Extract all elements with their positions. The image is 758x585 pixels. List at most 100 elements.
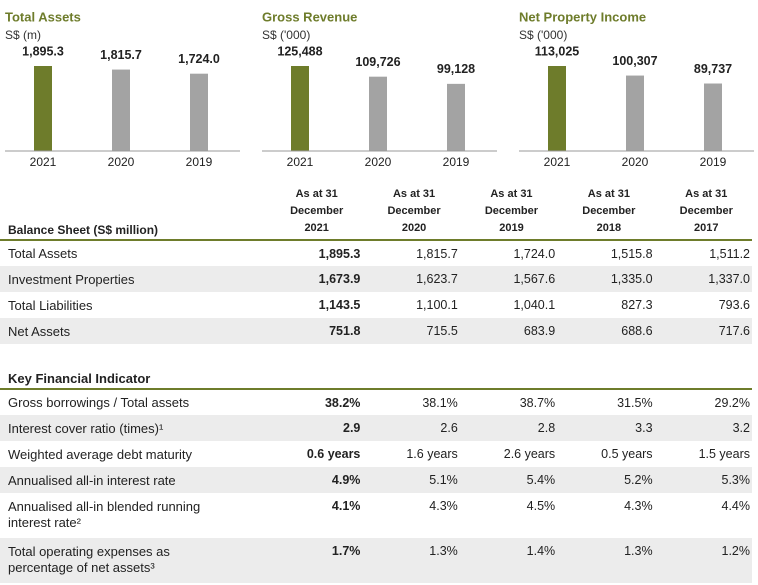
x-tick-label: 2021 — [30, 155, 57, 169]
header-row: Balance Sheet (S$ million) As at 31 Decem… — [0, 186, 752, 241]
bar — [704, 83, 722, 151]
chart-subtitle: S$ ('000) — [262, 28, 310, 42]
cell-value: 688.6 — [557, 318, 655, 344]
spacer — [0, 344, 752, 364]
column-header: As at 31 December 2017 — [654, 186, 752, 241]
table-row: Net Assets 751.8 715.5 683.9 688.6 717.6 — [0, 318, 752, 344]
bar — [626, 75, 644, 151]
cell-value: 751.8 — [265, 318, 363, 344]
x-tick-label: 2019 — [700, 155, 727, 169]
cell-value: 4.3% — [624, 499, 653, 513]
cell-value: 1,623.7 — [362, 266, 460, 292]
cell-value: 2.8 — [459, 415, 558, 441]
cell-value: 0.5 years — [601, 447, 653, 461]
column-header: As at 31 December 2021 — [265, 186, 363, 241]
cell-value: 1,143.5 — [318, 298, 361, 312]
cell-value: 2.9 — [265, 415, 363, 441]
value-label: 1,815.7 — [100, 48, 142, 62]
cell-value: 1,100.1 — [416, 298, 458, 312]
spacer-cell — [0, 344, 752, 364]
table-row: Total operating expenses as percentage o… — [0, 538, 752, 583]
row-label: Annualised all-in blended running intere… — [8, 499, 201, 530]
x-tick-label: 2019 — [186, 155, 213, 169]
chart-subtitle: S$ ('000) — [519, 28, 567, 42]
row-label: Total operating expenses as percentage o… — [0, 538, 265, 583]
row-label: Weighted average debt maturity — [8, 446, 193, 462]
column-header-text: As at 31 December 2017 — [679, 188, 733, 234]
bar — [369, 76, 387, 151]
cell-value: 1.4% — [459, 538, 558, 583]
x-tick-label: 2021 — [544, 155, 571, 169]
table-row: Annualised all-in interest rate 4.9% 5.1% 5… — [0, 467, 752, 493]
row-label: Interest cover ratio (times)¹ — [0, 415, 265, 441]
cell-value: 5.4% — [459, 467, 558, 493]
financial-table: Balance Sheet (S$ million) As at 31 Decem… — [0, 186, 752, 583]
bar — [447, 83, 465, 151]
section-title: Balance Sheet (S$ million) — [0, 186, 265, 241]
x-tick-label: 2020 — [365, 155, 392, 169]
cell-value: 1.5 years — [698, 447, 750, 461]
cell-value: 1,895.3 — [318, 246, 361, 261]
cell-value: 29.2% — [714, 395, 750, 410]
value-label: 1,724.0 — [178, 52, 220, 66]
cell-value: 1,040.1 — [513, 298, 556, 312]
value-label: 100,307 — [612, 54, 657, 68]
column-header: As at 31 December 2019 — [459, 186, 558, 241]
table-row: Investment Properties 1,673.9 1,623.7 1,567… — [0, 266, 752, 292]
cell-value: 1,724.0 — [513, 246, 556, 261]
cell-value: 4.5% — [526, 499, 556, 513]
row-label: Gross borrowings / Total assets — [8, 395, 190, 410]
row-label: Net Assets — [0, 318, 265, 344]
cell-value: 1,567.6 — [459, 266, 558, 292]
cell-value: 717.6 — [654, 318, 752, 344]
cell-value: 683.9 — [459, 318, 558, 344]
cell-value: 1,515.8 — [610, 246, 653, 261]
cell-value: 1,337.0 — [654, 266, 752, 292]
cell-value: 2.6 — [362, 415, 460, 441]
cell-value: 1.6 years — [406, 447, 458, 461]
row-label: Total Liabilities — [8, 297, 93, 313]
row-label: Total Assets — [8, 246, 78, 261]
cell-value: 31.5% — [617, 395, 653, 410]
cell-value: 1,511.2 — [709, 246, 750, 261]
column-header: As at 31 December 2018 — [557, 186, 655, 241]
cell-value: 5.3% — [654, 467, 752, 493]
table-row: Weighted average debt maturity 0.6 years 1… — [0, 441, 752, 467]
bar — [34, 66, 52, 151]
column-header-text: As at 31 December 2020 — [387, 188, 441, 234]
cell-value: 5.1% — [362, 467, 460, 493]
bar — [190, 73, 208, 151]
value-label: 89,737 — [694, 62, 732, 76]
cell-value: 4.9% — [265, 467, 363, 493]
cell-value: 3.2 — [654, 415, 752, 441]
cell-value: 1,815.7 — [416, 246, 458, 261]
x-tick-label: 2020 — [622, 155, 649, 169]
chart-title: Net Property Income — [519, 9, 646, 24]
cell-value: 3.3 — [557, 415, 655, 441]
section-row: Key Financial Indicator — [0, 364, 752, 390]
section-title: Key Financial Indicator — [0, 364, 752, 390]
cell-value: 38.1% — [422, 395, 458, 410]
cell-value: 1,673.9 — [265, 266, 363, 292]
cell-value: 1.2% — [654, 538, 752, 583]
cell-value: 4.3% — [429, 499, 458, 513]
column-header: As at 31 December 2020 — [362, 186, 460, 241]
table-row: Total Assets 1,895.3 1,815.7 1,724.0 1,515.8… — [0, 240, 752, 266]
chart-title: Total Assets — [5, 9, 81, 24]
cell-value: 827.3 — [621, 298, 653, 312]
bar — [112, 69, 130, 151]
x-tick-label: 2021 — [287, 155, 314, 169]
table-row: Annualised all-in blended running intere… — [0, 493, 752, 538]
x-tick-label: 2020 — [108, 155, 135, 169]
table-row: Gross borrowings / Total assets 38.2% 38.1… — [0, 389, 752, 415]
cell-value: 1.3% — [557, 538, 655, 583]
value-label: 1,895.3 — [22, 44, 64, 58]
value-label: 99,128 — [437, 62, 475, 76]
value-label: 125,488 — [277, 44, 322, 58]
cell-value: 38.7% — [519, 395, 556, 410]
chart-subtitle: S$ (m) — [5, 28, 41, 42]
cell-value: 0.6 years — [306, 447, 361, 461]
cell-value: 1.3% — [362, 538, 460, 583]
cell-value: 1,335.0 — [557, 266, 655, 292]
